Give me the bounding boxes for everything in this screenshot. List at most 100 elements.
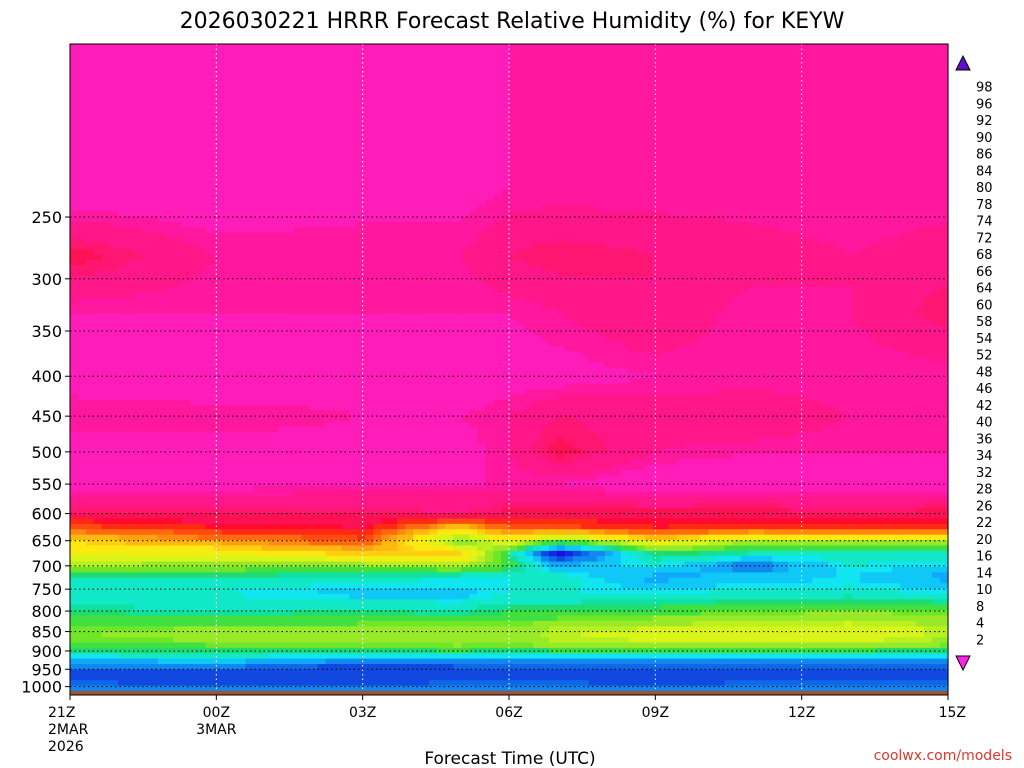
heatmap-cell — [93, 583, 103, 590]
heatmap-cell — [77, 583, 87, 590]
heatmap-cell — [125, 540, 135, 547]
heatmap-cell — [229, 141, 239, 148]
heatmap-cell — [173, 642, 183, 649]
heatmap-cell — [285, 254, 295, 261]
heatmap-cell — [165, 475, 175, 482]
heatmap-cell — [333, 114, 342, 121]
heatmap-cell — [165, 394, 175, 401]
heatmap-cell — [373, 335, 382, 342]
heatmap-cell — [221, 626, 231, 633]
heatmap-cell — [237, 184, 247, 191]
heatmap-cell — [341, 302, 350, 309]
heatmap-cell — [205, 367, 215, 374]
heatmap-cell — [133, 626, 143, 633]
heatmap-cell — [221, 254, 231, 261]
heatmap-cell — [341, 496, 350, 503]
heatmap-cell — [197, 184, 207, 191]
heatmap-cell — [70, 658, 79, 665]
heatmap-cell — [157, 254, 167, 261]
heatmap-cell — [309, 340, 319, 347]
heatmap-cell — [357, 302, 366, 309]
heatmap-cell — [133, 130, 143, 137]
heatmap-cell — [125, 119, 135, 126]
heatmap-cell — [277, 475, 287, 482]
heatmap-cell — [261, 372, 271, 379]
heatmap-cell — [253, 664, 263, 671]
heatmap-cell — [261, 561, 271, 568]
heatmap-cell — [189, 130, 199, 137]
heatmap-cell — [133, 318, 143, 325]
heatmap-cell — [77, 540, 87, 547]
heatmap-cell — [325, 49, 334, 56]
heatmap-cell — [101, 194, 111, 201]
heatmap-cell — [70, 593, 79, 600]
heatmap-cell — [109, 141, 119, 148]
heatmap-cell — [237, 243, 247, 250]
heatmap-cell — [357, 426, 366, 433]
heatmap-cell — [397, 437, 406, 444]
heatmap-cell — [261, 270, 271, 277]
heatmap-cell — [109, 550, 119, 557]
heatmap-cell — [205, 81, 215, 88]
heatmap-cell — [277, 356, 287, 363]
heatmap-cell — [389, 108, 398, 115]
heatmap-cell — [349, 502, 358, 509]
heatmap-cell — [365, 135, 374, 142]
heatmap-cell — [325, 550, 334, 557]
heatmap-cell — [117, 151, 127, 158]
heatmap-cell — [229, 534, 239, 541]
heatmap-cell — [381, 610, 390, 617]
heatmap-cell — [205, 54, 215, 61]
heatmap-cell — [125, 92, 135, 99]
heatmap-cell — [389, 114, 398, 121]
heatmap-cell — [205, 259, 215, 266]
heatmap-cell — [149, 518, 159, 525]
heatmap-cell — [197, 227, 207, 234]
heatmap-cell — [101, 141, 111, 148]
heatmap-cell — [245, 394, 255, 401]
heatmap-cell — [341, 362, 350, 369]
heatmap-cell — [325, 653, 334, 660]
heatmap-cell — [189, 669, 199, 676]
heatmap-cell — [157, 383, 167, 390]
heatmap-cell — [93, 572, 103, 579]
heatmap-cell — [301, 227, 311, 234]
heatmap-cell — [165, 540, 175, 547]
heatmap-cell — [285, 92, 295, 99]
heatmap-cell — [389, 329, 398, 336]
heatmap-cell — [101, 550, 111, 557]
heatmap-cell — [93, 146, 103, 153]
heatmap-cell — [221, 81, 231, 88]
heatmap-cell — [333, 486, 342, 493]
heatmap-cell — [317, 221, 327, 228]
heatmap-cell — [245, 345, 255, 352]
heatmap-cell — [365, 92, 374, 99]
heatmap-cell — [333, 491, 342, 498]
heatmap-cell — [349, 534, 358, 541]
heatmap-cell — [133, 664, 143, 671]
heatmap-cell — [341, 513, 350, 520]
heatmap-cell — [109, 480, 119, 487]
heatmap-cell — [70, 394, 79, 401]
heatmap-cell — [357, 631, 366, 638]
heatmap-cell — [245, 469, 255, 476]
heatmap-cell — [117, 238, 127, 245]
heatmap-cell — [181, 502, 191, 509]
heatmap-cell — [309, 54, 319, 61]
heatmap-cell — [349, 178, 358, 185]
heatmap-cell — [349, 399, 358, 406]
heatmap-cell — [309, 184, 319, 191]
heatmap-cell — [149, 103, 159, 110]
heatmap-cell — [245, 168, 255, 174]
heatmap-cell — [125, 653, 135, 660]
heatmap-cell — [397, 405, 406, 412]
heatmap-cell — [157, 674, 167, 681]
heatmap-cell — [85, 345, 95, 352]
heatmap-cell — [141, 453, 151, 460]
heatmap-cell — [149, 480, 159, 487]
heatmap-cell — [229, 685, 239, 692]
heatmap-cell — [70, 383, 79, 390]
heatmap-cell — [285, 545, 295, 552]
heatmap-cell — [293, 394, 303, 401]
heatmap-cell — [349, 189, 358, 196]
